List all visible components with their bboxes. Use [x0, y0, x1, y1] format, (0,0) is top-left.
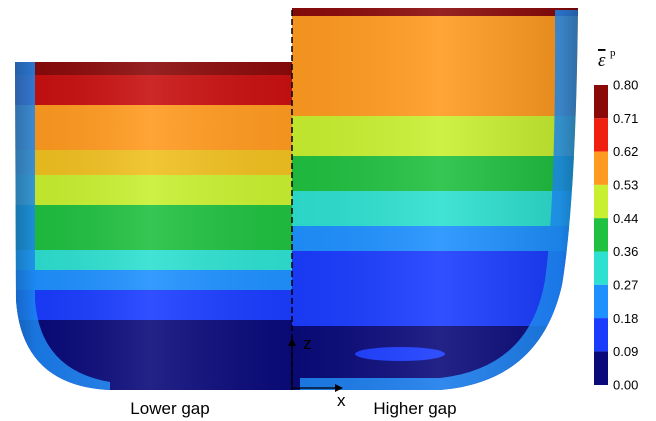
- colorbar-tick-label: 0.09: [613, 344, 638, 359]
- right-label: Higher gap: [373, 399, 456, 418]
- colorbar-tick-label: 0.36: [613, 244, 638, 259]
- z-arrowhead: [288, 338, 296, 346]
- legend-superscript: p: [610, 47, 616, 59]
- colorbar-tick-label: 0.27: [613, 278, 638, 293]
- colorbar-ticks: 0.80 0.71 0.62 0.53 0.44 0.36 0.27 0.18 0.09 0.00: [613, 78, 638, 393]
- left-half: [15, 62, 292, 390]
- x-arrowhead: [335, 384, 343, 392]
- x-label: x: [337, 391, 346, 410]
- colorbar-tick-label: 0.00: [613, 378, 638, 393]
- colorbar-tick-label: 0.62: [613, 144, 638, 159]
- legend-symbol: ε: [598, 50, 606, 71]
- z-label: z: [303, 334, 312, 353]
- colorbar-tick-label: 0.80: [613, 78, 638, 93]
- colorbar-tick-label: 0.71: [613, 111, 638, 126]
- colorbar-tick-label: 0.18: [613, 311, 638, 326]
- right-half: [292, 8, 578, 390]
- colorbar-tick-label: 0.53: [613, 178, 638, 193]
- colorbar: [594, 85, 608, 385]
- left-label: Lower gap: [130, 399, 209, 418]
- colorbar-tick-label: 0.44: [613, 211, 638, 226]
